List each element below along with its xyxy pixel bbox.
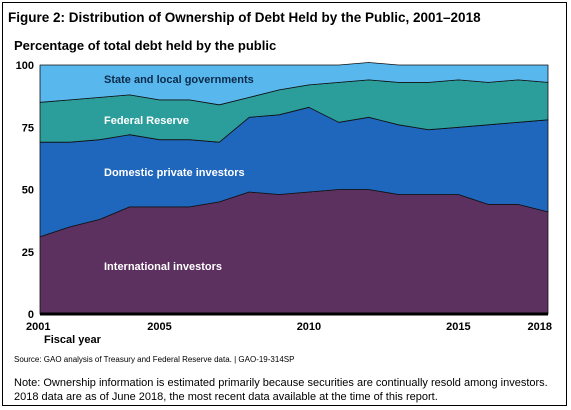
y-tick-label: 50: [22, 185, 34, 197]
chart-subtitle: Percentage of total debt held by the pub…: [14, 38, 277, 53]
stacked-area-chart: 0 25 50 75 100 2001 2005 2010 2015 2018 Internat…: [16, 60, 552, 346]
y-tick-label: 100: [16, 60, 34, 72]
x-tick-label: 2001: [26, 321, 50, 333]
x-tick-label: 2015: [446, 321, 470, 333]
series-labels: International investors Domestic private …: [104, 74, 254, 273]
area-state-and-local-governments: [39, 62, 549, 106]
x-tick-label: 2018: [528, 321, 552, 333]
series-label-domestic-private-investors: Domestic private investors: [104, 167, 245, 179]
x-tick-labels: 2001 2005 2010 2015 2018: [26, 321, 552, 333]
x-axis-label: Fiscal year: [44, 334, 102, 346]
series-label-international-investors: International investors: [104, 261, 222, 273]
x-tick-label: 2010: [297, 321, 321, 333]
area-layers: [39, 62, 549, 315]
source-text: Source: GAO analysis of Treasury and Fed…: [14, 355, 295, 364]
figure-title: Figure 2: Distribution of Ownership of D…: [8, 10, 481, 25]
series-label-federal-reserve: Federal Reserve: [104, 115, 189, 127]
y-tick-labels: 0 25 50 75 100: [16, 60, 34, 321]
note-text: Note: Ownership information is estimated…: [14, 377, 548, 403]
y-tick-label: 25: [22, 247, 34, 259]
x-tick-label: 2005: [147, 321, 171, 333]
y-tick-label: 0: [28, 309, 34, 321]
series-label-state-and-local-governments: State and local governments: [104, 74, 254, 86]
y-tick-label: 75: [22, 122, 34, 134]
